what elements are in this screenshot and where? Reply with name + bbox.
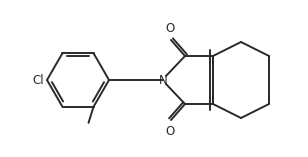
- Text: N: N: [159, 73, 167, 87]
- Text: Cl: Cl: [32, 73, 44, 87]
- Text: O: O: [165, 22, 175, 35]
- Text: O: O: [165, 125, 175, 138]
